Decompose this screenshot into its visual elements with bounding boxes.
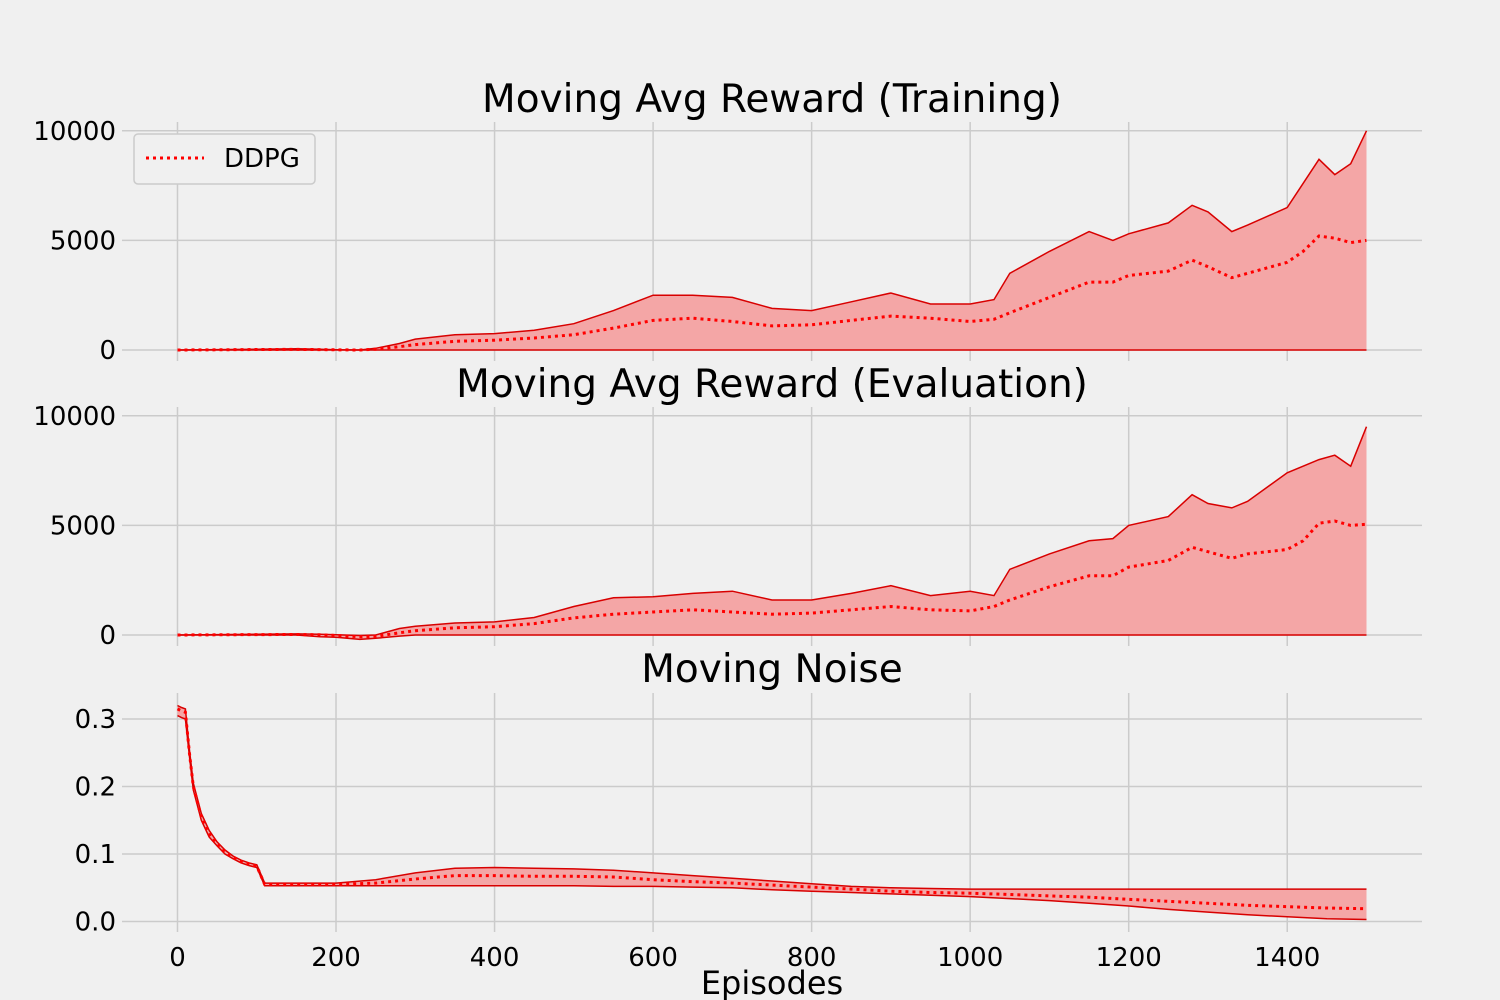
noise-xtick-label-0: 0 [169, 943, 186, 973]
noise-xtick-label-2: 400 [470, 943, 520, 973]
noise-series-0-mean-line [176, 707, 1367, 911]
evaluation-ytick-label-0: 0 [99, 621, 116, 651]
noise-xtick-label-7: 1400 [1254, 943, 1320, 973]
noise-panel: Moving Noise 0.0 0.1 0.2 0.3 0 200 400 600 800 10… [75, 647, 1422, 973]
training-reward-panel: Moving Avg Reward (Training) 0 5000 10000 [33, 77, 1422, 366]
evaluation-ytick-label-1: 5000 [50, 511, 116, 541]
evaluation-series-0-upper-edge [177, 426, 1368, 637]
noise-ytick-label-0: 0.0 [75, 908, 116, 938]
x-axis-label: Episodes [701, 964, 843, 1000]
evaluation-reward-panel: Moving Avg Reward (Evaluation) 0 5000 1000… [33, 362, 1422, 651]
noise-title: Moving Noise [641, 647, 902, 692]
training-ytick-label-2: 10000 [33, 117, 116, 147]
training-title: Moving Avg Reward (Training) [482, 77, 1062, 122]
noise-xtick-label-5: 1000 [937, 943, 1003, 973]
evaluation-series-0-lower-edge [177, 634, 1367, 641]
evaluation-series-0-band [177, 426, 1367, 640]
noise-grid [122, 693, 1422, 932]
legend-box [133, 133, 316, 185]
legend-label-ddpg: DDPG [224, 144, 300, 174]
training-series-0-upper-edge [177, 130, 1368, 351]
noise-xtick-label-1: 200 [311, 943, 361, 973]
noise-ytick-label-1: 0.1 [75, 840, 116, 870]
noise-ytick-label-3: 0.3 [75, 705, 116, 735]
evaluation-ytick-label-2: 10000 [33, 402, 116, 432]
training-series-0-band [177, 130, 1367, 350]
training-ytick-label-0: 0 [99, 336, 116, 366]
training-ytick-label-1: 5000 [50, 226, 116, 256]
noise-xtick-label-4: 800 [787, 943, 837, 973]
legend: DDPG [133, 133, 316, 185]
noise-xtick-label-6: 1200 [1096, 943, 1162, 973]
evaluation-title: Moving Avg Reward (Evaluation) [456, 362, 1088, 407]
noise-xtick-label-3: 600 [628, 943, 678, 973]
noise-series-0-band [177, 705, 1367, 920]
noise-series-0-lower-edge [177, 714, 1367, 921]
noise-ytick-label-2: 0.2 [75, 773, 116, 803]
